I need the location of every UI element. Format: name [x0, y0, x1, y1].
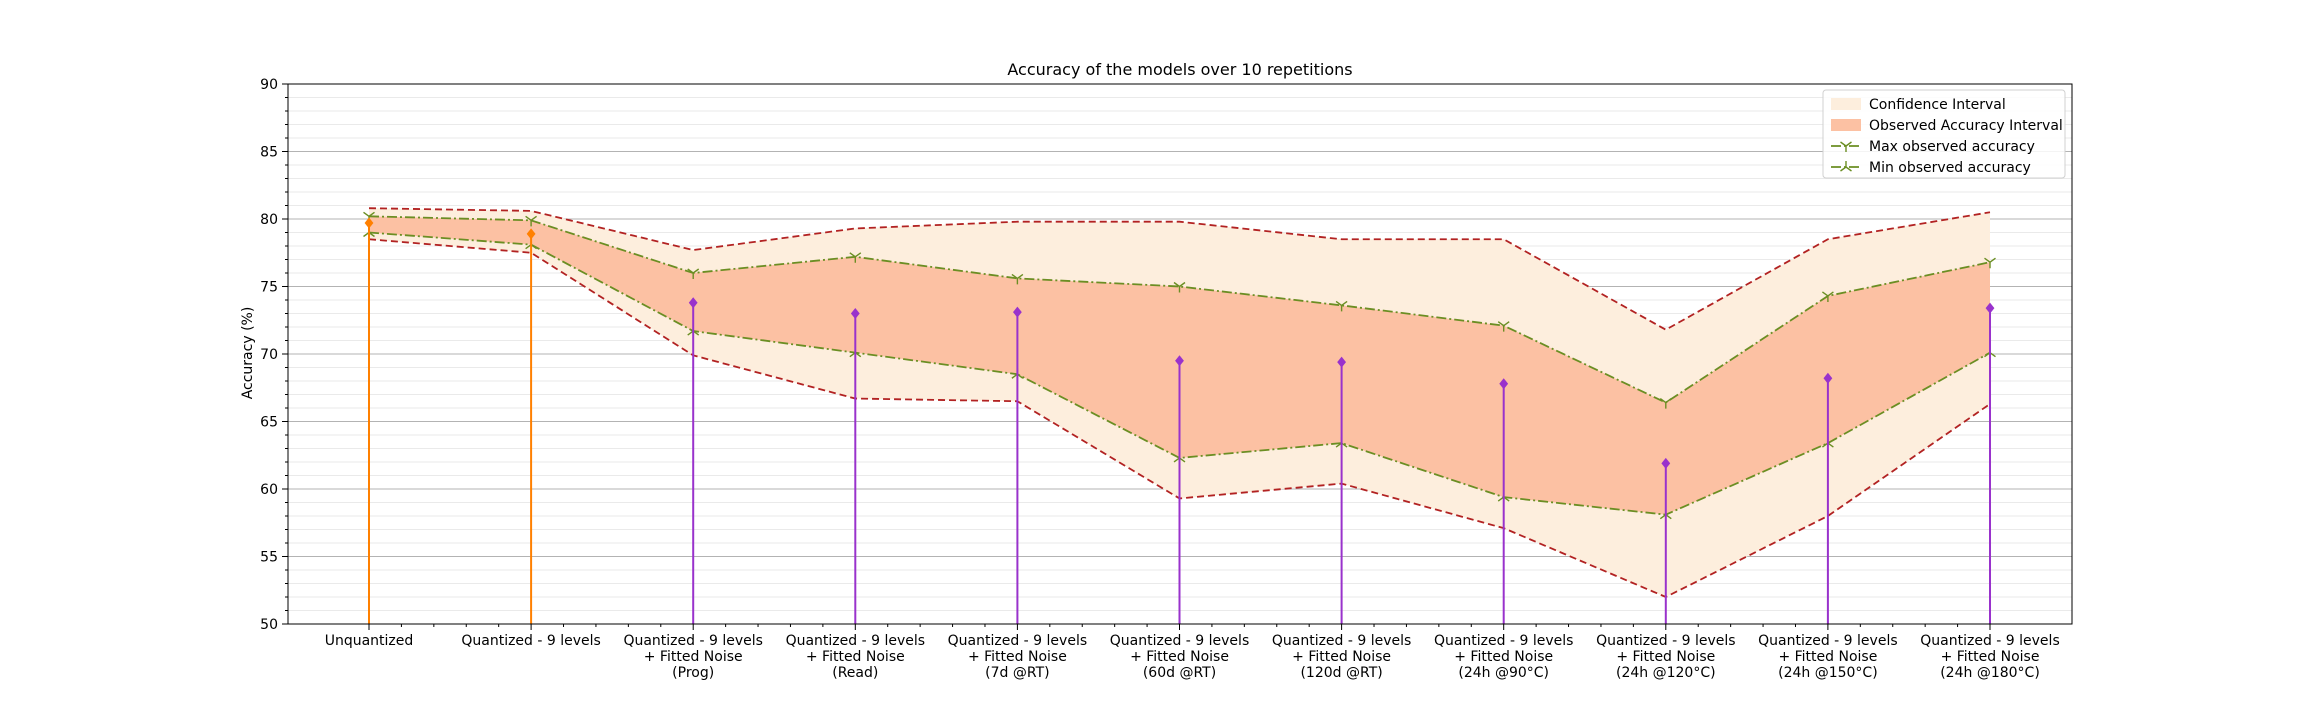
x-tick-label: + Fitted Noise [1454, 649, 1553, 665]
x-tick-label: + Fitted Noise [1130, 649, 1229, 665]
x-tick-label: (24h @120°C) [1616, 665, 1716, 681]
y-tick-label: 55 [260, 550, 278, 566]
x-tick-label: Quantized - 9 levels [1272, 633, 1411, 649]
x-tick-label: + Fitted Noise [1778, 649, 1877, 665]
stem-marker [1985, 302, 1995, 314]
x-tick-label: (7d @RT) [985, 665, 1049, 681]
max-accuracy-marker [1821, 291, 1834, 302]
stem-marker [526, 228, 536, 240]
legend-marker-min [1840, 161, 1852, 172]
x-tick-label: Unquantized [325, 633, 414, 649]
legend-label: Confidence Interval [1869, 97, 2006, 113]
legend-box [1822, 89, 2066, 179]
chart-title: Accuracy of the models over 10 repetitio… [1007, 60, 1352, 79]
legend-label: Min observed accuracy [1869, 160, 2031, 176]
stem-marker [1175, 355, 1184, 367]
stem-marker [1499, 378, 1509, 390]
stem-marker [688, 297, 698, 309]
stem-marker [1337, 356, 1346, 368]
legend-marker-max [1840, 141, 1852, 152]
legend-label: Max observed accuracy [1869, 139, 2035, 155]
stem-marker [1013, 306, 1022, 318]
x-tick-label: Quantized - 9 levels [1596, 633, 1735, 649]
stem-marker [1823, 372, 1833, 384]
x-tick-label: + Fitted Noise [1616, 649, 1715, 665]
max-accuracy-marker [525, 215, 538, 227]
y-tick-label: 80 [260, 212, 278, 228]
x-tick-label: (Read) [832, 665, 878, 681]
x-tick-label: (120d @RT) [1300, 665, 1382, 681]
stem-marker [364, 217, 374, 229]
max-accuracy-marker [849, 252, 862, 263]
x-tick-label: Quantized - 9 levels [461, 633, 600, 649]
x-tick-label: + Fitted Noise [644, 649, 743, 665]
stem-marker [850, 308, 860, 319]
max-accuracy-marker [1497, 321, 1510, 332]
stem-marker [1661, 457, 1671, 469]
legend-label: Observed Accuracy Interval [1869, 118, 2063, 134]
y-tick-label: 90 [260, 77, 278, 93]
y-tick-label: 85 [260, 145, 278, 161]
x-tick-label: Quantized - 9 levels [1920, 633, 2059, 649]
x-tick-label: Quantized - 9 levels [786, 633, 925, 649]
legend-swatch-observed [1831, 119, 1861, 131]
ci-upper-line [368, 207, 1991, 331]
max-accuracy-marker [687, 268, 700, 279]
x-tick-label: + Fitted Noise [968, 649, 1067, 665]
x-tick-label: (24h @180°C) [1940, 665, 2040, 681]
x-tick-label: (Prog) [672, 665, 714, 681]
x-tick-label: Quantized - 9 levels [1110, 633, 1249, 649]
x-tick-label: Quantized - 9 levels [1434, 633, 1573, 649]
x-tick-label: (60d @RT) [1143, 665, 1216, 681]
max-accuracy-marker [1984, 257, 1996, 269]
x-tick-label: Quantized - 9 levels [948, 633, 1087, 649]
max-accuracy-line [368, 215, 1991, 404]
x-tick-label: (24h @90°C) [1458, 665, 1549, 681]
x-tick-label: + Fitted Noise [1292, 649, 1391, 665]
x-tick-label: + Fitted Noise [1941, 649, 2040, 665]
max-accuracy-marker [1011, 273, 1024, 285]
y-tick-label: 65 [260, 415, 278, 431]
max-accuracy-marker [1659, 398, 1672, 409]
max-accuracy-marker [1335, 300, 1348, 312]
max-accuracy-marker [1173, 281, 1186, 293]
y-tick-label: 70 [260, 347, 278, 363]
x-tick-label: (24h @150°C) [1778, 665, 1878, 681]
legend-swatch-confidence [1831, 98, 1861, 110]
x-tick-label: Quantized - 9 levels [623, 633, 762, 649]
x-tick-label: Quantized - 9 levels [1758, 633, 1897, 649]
y-tick-label: 75 [260, 280, 278, 296]
y-axis-label: Accuracy (%) [240, 307, 256, 400]
y-tick-label: 50 [260, 617, 278, 633]
x-tick-label: + Fitted Noise [806, 649, 905, 665]
y-tick-label: 60 [260, 482, 278, 498]
